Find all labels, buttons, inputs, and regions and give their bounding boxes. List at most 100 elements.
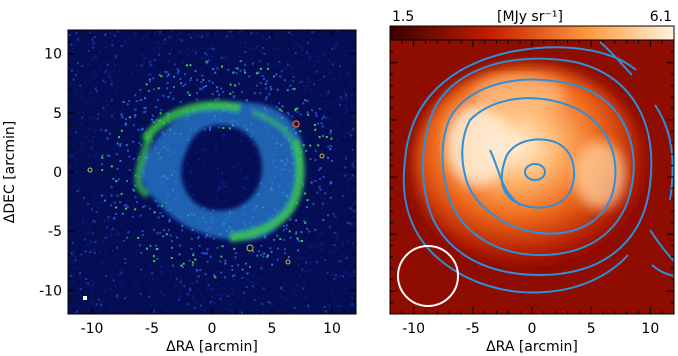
noise-pixel: [90, 32, 93, 34]
noise-pixel: [86, 232, 89, 235]
noise-pixel: [92, 46, 94, 49]
noise-pixel: [211, 81, 214, 84]
noise-pixel: [253, 298, 256, 301]
noise-pixel: [322, 175, 325, 178]
noise-pixel: [95, 74, 98, 77]
noise-pixel: [340, 254, 343, 257]
noise-pixel: [341, 199, 344, 202]
noise-pixel: [200, 304, 202, 307]
noise-pixel: [222, 90, 225, 93]
noise-pixel: [133, 184, 136, 187]
noise-pixel: [159, 269, 162, 272]
noise-pixel: [305, 206, 308, 209]
noise-pixel: [224, 37, 227, 39]
noise-pixel: [220, 172, 223, 174]
noise-pixel: [234, 256, 237, 259]
noise-pixel: [90, 240, 92, 243]
noise-pixel: [192, 254, 195, 257]
noise-pixel: [195, 98, 198, 101]
noise-pixel: [202, 298, 205, 301]
noise-pixel: [292, 75, 295, 78]
noise-pixel: [152, 310, 155, 313]
noise-pixel: [120, 129, 123, 132]
noise-pixel: [114, 285, 117, 288]
beam-circle: [397, 245, 459, 307]
noise-pixel: [126, 103, 129, 106]
noise-pixel: [295, 232, 298, 235]
noise-pixel: [353, 189, 356, 192]
noise-pixel: [316, 191, 319, 194]
noise-pixel: [219, 203, 222, 206]
noise-pixel: [343, 89, 346, 92]
noise-pixel: [267, 301, 270, 304]
noise-pixel: [168, 36, 171, 39]
noise-pixel: [176, 72, 179, 75]
noise-pixel: [306, 227, 308, 230]
noise-pixel: [103, 247, 106, 249]
noise-pixel: [116, 167, 119, 170]
noise-pixel: [313, 83, 316, 86]
noise-pixel: [263, 77, 265, 80]
noise-pixel: [112, 279, 115, 282]
noise-pixel: [105, 100, 108, 103]
noise-pixel: [121, 116, 124, 119]
noise-pixel: [115, 233, 118, 236]
noise-pixel: [271, 263, 274, 266]
noise-pixel: [127, 149, 129, 152]
noise-pixel: [191, 282, 194, 285]
noise-pixel: [319, 167, 322, 170]
noise-pixel: [304, 192, 307, 195]
noise-pixel: [297, 257, 299, 260]
noise-pixel: [333, 277, 336, 280]
noise-pixel: [350, 274, 353, 277]
noise-pixel: [205, 53, 208, 56]
noise-pixel: [110, 185, 113, 188]
noise-pixel: [144, 107, 147, 110]
noise-pixel: [106, 137, 109, 140]
noise-pixel: [168, 220, 171, 223]
noise-pixel: [206, 287, 209, 290]
noise-pixel: [200, 56, 203, 59]
noise-pixel: [160, 109, 163, 112]
x-tick-label: 10: [641, 321, 659, 337]
noise-pixel: [73, 267, 76, 269]
noise-pixel: [275, 73, 278, 76]
noise-pixel: [109, 228, 112, 231]
noise-pixel: [94, 240, 97, 243]
noise-pixel: [215, 51, 218, 54]
noise-pixel: [323, 54, 326, 57]
noise-pixel: [91, 38, 94, 41]
noise-pixel: [211, 93, 214, 96]
noise-pixel: [316, 54, 319, 57]
noise-pixel: [297, 249, 300, 252]
noise-pixel: [351, 148, 354, 151]
noise-pixel: [101, 169, 104, 172]
noise-pixel: [277, 247, 280, 250]
noise-pixel: [102, 115, 105, 118]
noise-pixel: [160, 272, 163, 275]
noise-pixel: [238, 311, 241, 314]
noise-pixel: [204, 273, 207, 276]
noise-pixel: [80, 89, 83, 92]
noise-pixel: [119, 144, 122, 147]
noise-pixel: [118, 70, 121, 73]
noise-pixel: [87, 107, 90, 110]
noise-pixel: [279, 75, 282, 78]
noise-pixel: [115, 180, 118, 183]
noise-pixel: [89, 299, 92, 302]
noise-pixel: [255, 84, 258, 87]
noise-pixel: [253, 47, 256, 49]
noise-pixel: [346, 256, 349, 259]
noise-pixel: [92, 248, 95, 251]
noise-pixel: [281, 105, 284, 108]
noise-pixel: [348, 111, 350, 114]
noise-pixel: [261, 302, 264, 305]
noise-pixel: [106, 154, 109, 157]
noise-pixel: [169, 234, 172, 237]
noise-pixel: [153, 211, 156, 214]
noise-pixel: [244, 63, 246, 66]
noise-pixel: [164, 37, 166, 40]
noise-pixel: [313, 64, 316, 67]
noise-pixel: [327, 59, 330, 62]
noise-pixel: [119, 201, 122, 204]
